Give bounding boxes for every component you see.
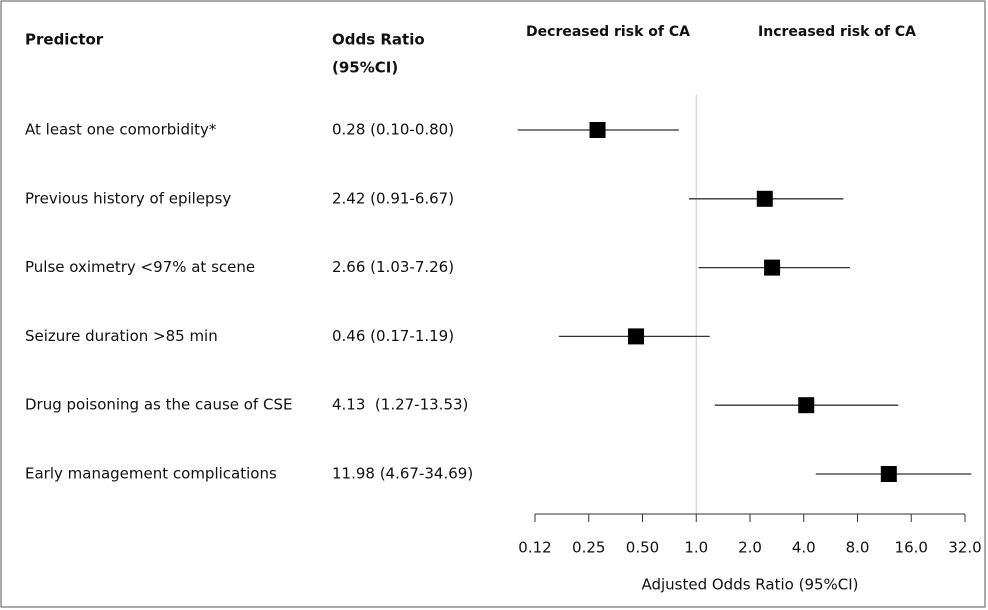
odds-ratio-marker [798,397,815,414]
predictor-label: Early management complications [25,465,277,483]
predictor-label: At least one comorbidity* [25,121,217,139]
x-tick-label: 1.0 [684,539,708,557]
odds-ratio-marker [764,259,781,276]
odds-ratio-marker [756,190,773,207]
x-tick-label: 0.50 [626,539,659,557]
odds-ratio-marker [628,328,645,345]
odds-ratio-label: 2.66 (1.03-7.26) [332,258,454,276]
x-tick-label: 2.0 [738,539,762,557]
x-tick-label: 0.25 [572,539,605,557]
x-tick-label: 16.0 [895,539,928,557]
odds-ratio-label: 11.98 (4.67-34.69) [332,465,473,483]
x-axis-label: Adjusted Odds Ratio (95%CI) [641,576,858,594]
predictor-label: Pulse oximetry <97% at scene [25,258,255,276]
predictor-label: Previous history of epilepsy [25,189,231,207]
odds-ratio-label: 2.42 (0.91-6.67) [332,189,454,207]
odds-ratio-marker [589,122,606,138]
x-tick-label: 8.0 [846,539,870,557]
odds-ratio-label: 4.13 (1.27-13.53) [332,396,468,414]
predictor-label: Drug poisoning as the cause of CSE [25,396,292,414]
annotation: Decreased risk of CA [526,24,690,40]
x-tick-label: 4.0 [792,539,816,557]
predictor-label: Seizure duration >85 min [25,327,218,345]
column-header: Predictor [25,31,104,49]
annotation: Increased risk of CA [758,24,916,40]
odds-ratio-marker [880,466,897,482]
odds-ratio-label: 0.28 (0.10-0.80) [332,121,454,139]
column-header: Odds Ratio [332,31,425,49]
x-tick-label: 0.12 [518,539,551,557]
column-header: (95%CI) [332,59,398,77]
x-tick-label: 32.0 [948,539,981,557]
odds-ratio-label: 0.46 (0.17-1.19) [332,327,454,345]
